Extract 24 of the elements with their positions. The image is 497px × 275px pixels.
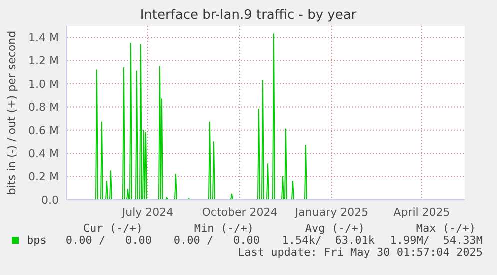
text: Min (-/+)	[194, 222, 254, 235]
x-tick-label: January 2025	[294, 206, 369, 219]
x-tick-label: October 2024	[202, 206, 278, 219]
y-tick-label: 0.6 M	[28, 124, 59, 138]
x-tick-label: April 2025	[394, 206, 450, 219]
legend-label: bps	[27, 234, 47, 247]
text: Cur (-/+)	[83, 222, 143, 235]
chart-title: Interface br-lan.9 traffic - by year	[139, 8, 358, 23]
text: Avg (-/+)	[305, 222, 365, 235]
y-tick-label: 0.2 M	[28, 170, 59, 184]
text: Max (-/+)	[416, 222, 476, 235]
y-tick-label: 0.4 M	[28, 148, 59, 161]
text: 0.00 / 0.00	[66, 234, 152, 247]
text: 0.00 / 0.00	[174, 234, 260, 247]
text: 1.99M/ 54.33M	[390, 234, 483, 247]
y-tick-label: 1.2 M	[28, 54, 59, 68]
y-tick-label: 0.8 M	[28, 101, 59, 114]
y-axis-title: bits in (-) / out (+) per second	[6, 30, 18, 196]
text: Last update: Fri May 30 01:57:04 2025	[238, 246, 483, 259]
y-tick-label: 1.0 M	[28, 78, 59, 91]
text: 1.54k/ 63.01k	[282, 234, 375, 247]
y-tick-label: 1.4 M	[28, 32, 59, 45]
y-tick-label: 0.0	[42, 194, 59, 207]
x-tick-label: July 2024	[121, 206, 174, 219]
